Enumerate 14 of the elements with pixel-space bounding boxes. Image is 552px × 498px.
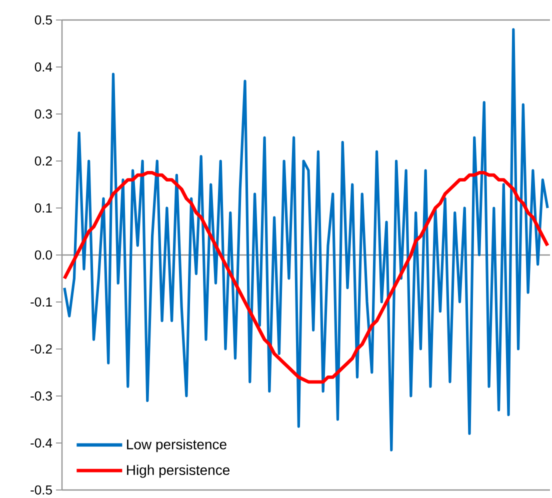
y-tick-label: -0.2 — [30, 344, 52, 354]
line-series — [63, 28, 549, 452]
y-tick-label: 0.1 — [34, 203, 52, 213]
y-tick-label: -0.5 — [30, 485, 52, 495]
y-tick-label: -0.1 — [30, 297, 52, 307]
y-tick-label: 0.0 — [34, 250, 52, 260]
legend-label: High persistence — [127, 464, 230, 478]
legend-label: Low persistence — [127, 439, 226, 452]
y-tick-label: 0.5 — [34, 15, 52, 25]
y-tick-label: 0.2 — [34, 156, 52, 166]
y-tick-label: -0.4 — [30, 438, 52, 448]
y-tick-label: 0.4 — [34, 62, 52, 72]
y-tick-label: -0.3 — [30, 391, 52, 401]
y-tick-label: 0.3 — [34, 109, 52, 119]
